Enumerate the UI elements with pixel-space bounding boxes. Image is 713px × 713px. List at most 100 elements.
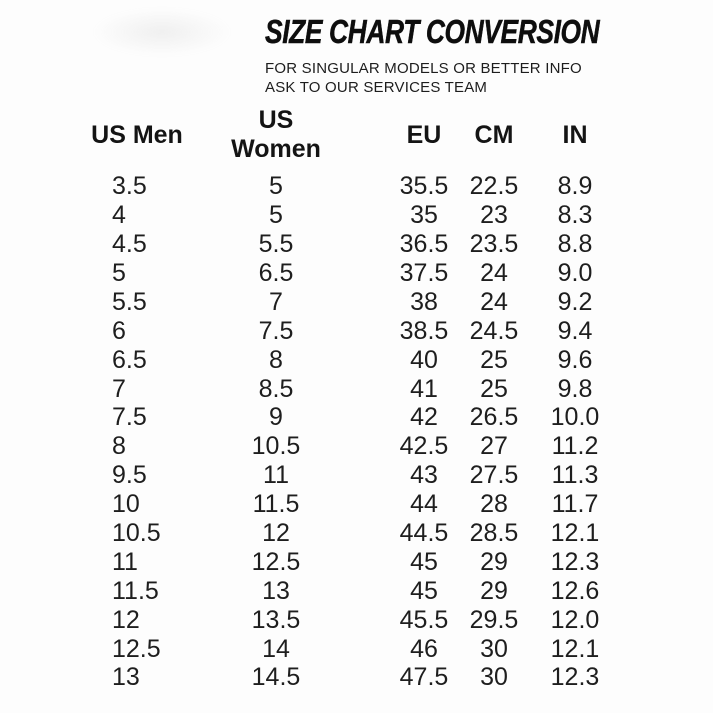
table-header-row: US Men US Women EU CM IN bbox=[0, 106, 713, 163]
watermark-smudge bbox=[92, 8, 232, 56]
table-cell: 8.9 bbox=[557, 172, 593, 201]
table-cell: 12 bbox=[262, 519, 290, 548]
table-cell: 23 bbox=[480, 201, 508, 230]
table-row: 8 10.5 42.5 27 11.2 bbox=[0, 432, 713, 461]
table-cell: 28.5 bbox=[469, 519, 519, 548]
table-cell: 11 bbox=[112, 547, 138, 576]
table-cell: 8 bbox=[269, 345, 283, 374]
table-row: 4 5 35 23 8.3 bbox=[0, 201, 713, 230]
table-cell: 46 bbox=[410, 634, 438, 663]
table-cell: 7.5 bbox=[258, 316, 294, 345]
column-header-us-women: US Women bbox=[231, 106, 321, 164]
table-cell: 5 bbox=[112, 259, 126, 288]
table-cell: 12.1 bbox=[550, 519, 600, 548]
table-cell: 7.5 bbox=[112, 403, 147, 432]
table-cell: 25 bbox=[480, 374, 508, 403]
table-cell: 9.8 bbox=[557, 374, 593, 403]
table-cell: 9.5 bbox=[112, 461, 147, 490]
table-row: 6 7.5 38.5 24.5 9.4 bbox=[0, 317, 713, 346]
table-cell: 11.2 bbox=[551, 432, 599, 461]
table-cell: 7 bbox=[112, 374, 126, 403]
table-cell: 12.3 bbox=[550, 547, 600, 576]
table-cell: 5 bbox=[269, 201, 283, 230]
table-cell: 5.5 bbox=[112, 287, 147, 316]
table-cell: 11.5 bbox=[112, 576, 159, 605]
table-cell: 44 bbox=[410, 490, 438, 519]
table-cell: 43 bbox=[410, 461, 438, 490]
table-cell: 25 bbox=[480, 345, 508, 374]
table-row: 6.5 8 40 25 9.6 bbox=[0, 346, 713, 375]
table-row: 11 12.5 45 29 12.3 bbox=[0, 548, 713, 577]
table-cell: 42 bbox=[410, 403, 438, 432]
table-row: 13 14.5 47.5 30 12.3 bbox=[0, 663, 713, 693]
table-row: 4.5 5.5 36.5 23.5 8.8 bbox=[0, 230, 713, 259]
table-cell: 11.5 bbox=[252, 490, 300, 519]
table-row: 5.5 7 38 24 9.2 bbox=[0, 288, 713, 317]
table-cell: 5 bbox=[269, 172, 283, 201]
header-block: SIZE CHART CONVERSION FOR SINGULAR MODEL… bbox=[265, 13, 683, 97]
table-cell: 37.5 bbox=[399, 259, 449, 288]
table-cell: 45 bbox=[410, 576, 438, 605]
table-cell: 8.5 bbox=[258, 374, 294, 403]
table-cell: 6.5 bbox=[112, 345, 147, 374]
table-row: 12.5 14 46 30 12.1 bbox=[0, 635, 713, 664]
table-row: 9.5 11 43 27.5 11.3 bbox=[0, 461, 713, 490]
table-cell: 11.3 bbox=[551, 461, 599, 490]
table-cell: 35 bbox=[410, 201, 438, 230]
table-cell: 14.5 bbox=[251, 663, 301, 692]
table-cell: 24 bbox=[480, 259, 508, 288]
table-cell: 13 bbox=[262, 576, 290, 605]
table-cell: 10.0 bbox=[550, 403, 600, 432]
table-row: 3.5 5 35.5 22.5 8.9 bbox=[0, 172, 713, 201]
table-cell: 12.5 bbox=[251, 547, 301, 576]
table-row: 7.5 9 42 26.5 10.0 bbox=[0, 403, 713, 433]
table-cell: 27 bbox=[480, 432, 508, 461]
table-cell: 4.5 bbox=[112, 230, 147, 259]
table-row: 10.5 12 44.5 28.5 12.1 bbox=[0, 519, 713, 548]
size-table: US Men US Women EU CM IN 3.5 5 35.5 22.5 8.9 4 5 35 2… bbox=[0, 106, 713, 693]
column-header-in: IN bbox=[562, 120, 588, 149]
page-title: SIZE CHART CONVERSION bbox=[265, 13, 600, 50]
table-cell: 36.5 bbox=[399, 230, 449, 259]
page-subtitle: FOR SINGULAR MODELS OR BETTER INFO ASK T… bbox=[265, 59, 683, 97]
table-cell: 23.5 bbox=[469, 230, 519, 259]
table-cell: 22.5 bbox=[469, 172, 519, 201]
table-cell: 41 bbox=[410, 374, 438, 403]
subtitle-line-1: FOR SINGULAR MODELS OR BETTER INFO bbox=[265, 60, 582, 77]
table-row: 7 8.5 41 25 9.8 bbox=[0, 375, 713, 404]
table-cell: 11 bbox=[263, 461, 289, 490]
table-cell: 9.4 bbox=[557, 316, 593, 345]
table-row: 10 11.5 44 28 11.7 bbox=[0, 490, 713, 519]
table-cell: 13 bbox=[112, 663, 140, 692]
table-cell: 3.5 bbox=[112, 172, 147, 201]
table-cell: 8 bbox=[112, 432, 126, 461]
column-header-cm: CM bbox=[474, 120, 514, 149]
table-cell: 30 bbox=[480, 663, 508, 692]
table-cell: 29 bbox=[480, 547, 508, 576]
table-cell: 12.0 bbox=[550, 605, 600, 634]
table-cell: 10.5 bbox=[251, 432, 301, 461]
table-cell: 9.2 bbox=[557, 287, 593, 316]
table-cell: 30 bbox=[480, 634, 508, 663]
table-cell: 45.5 bbox=[399, 605, 449, 634]
table-cell: 24.5 bbox=[469, 316, 519, 345]
table-cell: 5.5 bbox=[258, 230, 294, 259]
table-cell: 8.3 bbox=[557, 201, 593, 230]
table-cell: 38 bbox=[410, 287, 438, 316]
table-cell: 44.5 bbox=[399, 519, 449, 548]
table-cell: 45 bbox=[410, 547, 438, 576]
table-cell: 6 bbox=[112, 316, 126, 345]
table-cell: 8.8 bbox=[557, 230, 593, 259]
table-row: 12 13.5 45.5 29.5 12.0 bbox=[0, 606, 713, 635]
table-cell: 12 bbox=[112, 605, 140, 634]
table-cell: 29.5 bbox=[469, 605, 519, 634]
table-cell: 28 bbox=[480, 490, 508, 519]
table-cell: 12.5 bbox=[112, 634, 161, 663]
table-cell: 27.5 bbox=[469, 461, 519, 490]
table-cell: 35.5 bbox=[399, 172, 449, 201]
table-cell: 40 bbox=[410, 345, 438, 374]
table-cell: 12.1 bbox=[550, 634, 600, 663]
table-cell: 4 bbox=[112, 201, 126, 230]
table-cell: 47.5 bbox=[399, 663, 449, 692]
